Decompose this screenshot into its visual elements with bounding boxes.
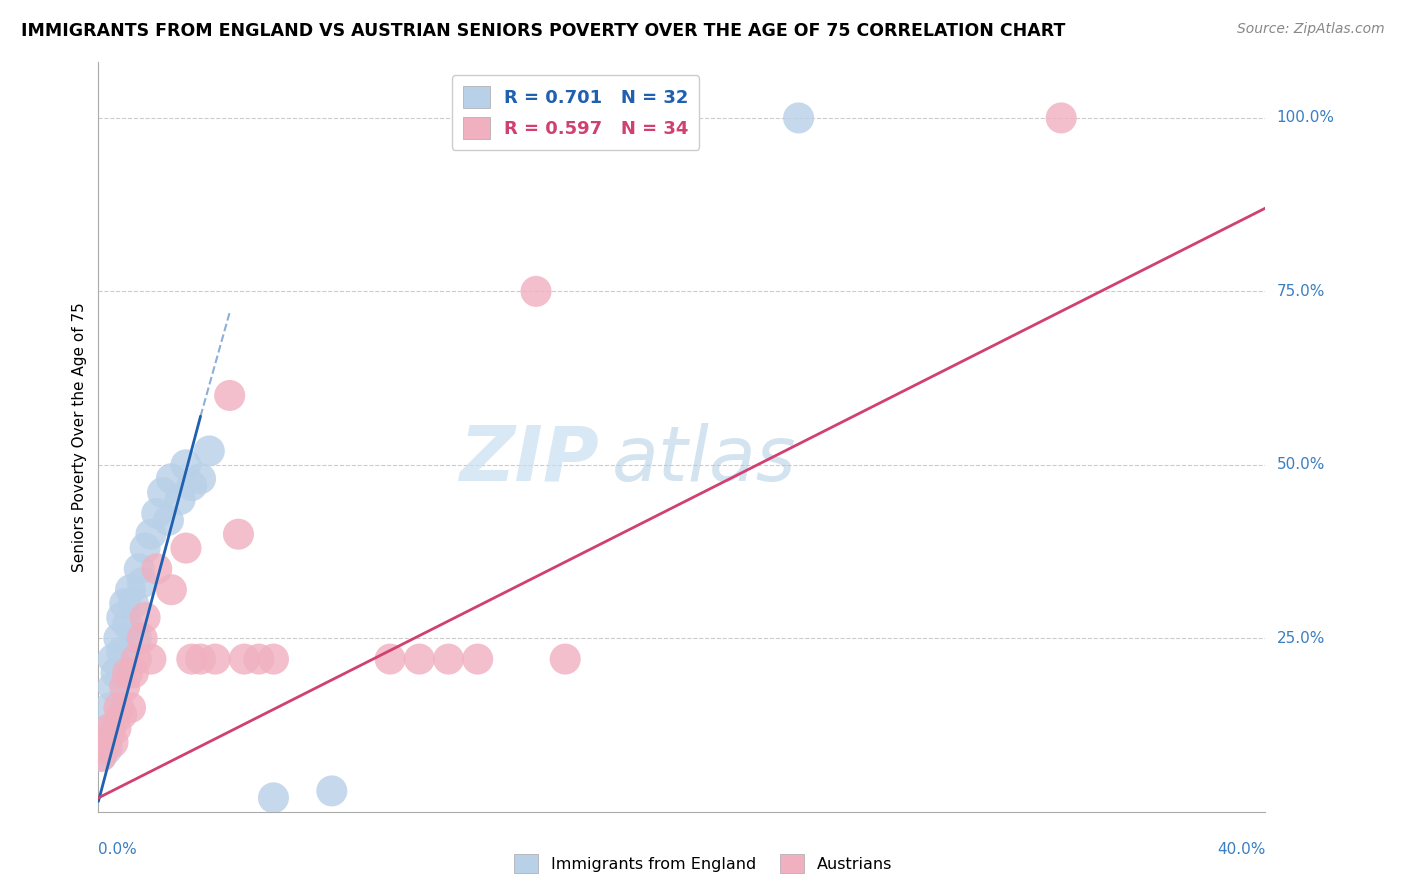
Point — [101, 680, 124, 694]
Point — [120, 700, 142, 714]
Point — [90, 749, 112, 764]
Point — [174, 541, 197, 555]
Point — [122, 665, 145, 680]
Point — [190, 472, 212, 486]
Point — [131, 632, 153, 646]
Point — [180, 652, 202, 666]
Legend: Immigrants from England, Austrians: Immigrants from England, Austrians — [508, 847, 898, 880]
Text: 0.0%: 0.0% — [98, 842, 138, 857]
Point — [101, 652, 124, 666]
Point — [157, 513, 180, 527]
Point — [111, 707, 134, 722]
Y-axis label: Seniors Poverty Over the Age of 75: Seniors Poverty Over the Age of 75 — [72, 302, 87, 572]
Point — [247, 652, 270, 666]
Point — [139, 527, 162, 541]
Point — [134, 541, 156, 555]
Point — [122, 597, 145, 611]
Point — [114, 680, 136, 694]
Point — [204, 652, 226, 666]
Point — [98, 722, 121, 736]
Point — [104, 722, 127, 736]
Point — [125, 632, 148, 646]
Point — [96, 742, 118, 756]
Point — [98, 700, 121, 714]
Point — [160, 472, 183, 486]
Point — [117, 617, 139, 632]
Point — [198, 444, 221, 458]
Point — [146, 562, 169, 576]
Point — [146, 507, 169, 521]
Point — [111, 610, 134, 624]
Point — [169, 492, 191, 507]
Text: ZIP: ZIP — [461, 423, 600, 497]
Point — [93, 735, 115, 749]
Point — [262, 652, 284, 666]
Point — [174, 458, 197, 472]
Point — [93, 742, 115, 756]
Point — [408, 652, 430, 666]
Point — [467, 652, 489, 666]
Text: IMMIGRANTS FROM ENGLAND VS AUSTRIAN SENIORS POVERTY OVER THE AGE OF 75 CORRELATI: IMMIGRANTS FROM ENGLAND VS AUSTRIAN SENI… — [21, 22, 1066, 40]
Point — [98, 722, 121, 736]
Point — [114, 597, 136, 611]
Point — [111, 645, 134, 659]
Text: atlas: atlas — [612, 423, 796, 497]
Point — [160, 582, 183, 597]
Point — [262, 790, 284, 805]
Text: 100.0%: 100.0% — [1277, 111, 1334, 126]
Text: Source: ZipAtlas.com: Source: ZipAtlas.com — [1237, 22, 1385, 37]
Point — [554, 652, 576, 666]
Point — [218, 388, 240, 402]
Legend: R = 0.701   N = 32, R = 0.597   N = 34: R = 0.701 N = 32, R = 0.597 N = 34 — [451, 75, 699, 150]
Point — [101, 735, 124, 749]
Text: 75.0%: 75.0% — [1277, 284, 1324, 299]
Point — [437, 652, 460, 666]
Point — [120, 582, 142, 597]
Point — [380, 652, 402, 666]
Point — [125, 652, 148, 666]
Point — [108, 632, 131, 646]
Point — [180, 478, 202, 492]
Point — [787, 111, 810, 125]
Point — [108, 700, 131, 714]
Point — [117, 665, 139, 680]
Point — [233, 652, 256, 666]
Text: 25.0%: 25.0% — [1277, 631, 1324, 646]
Point — [152, 485, 174, 500]
Text: 50.0%: 50.0% — [1277, 458, 1324, 473]
Point — [139, 652, 162, 666]
Point — [524, 285, 547, 299]
Point — [96, 735, 118, 749]
Point — [321, 784, 343, 798]
Point — [134, 610, 156, 624]
Point — [131, 575, 153, 590]
Text: 40.0%: 40.0% — [1218, 842, 1265, 857]
Point — [128, 562, 150, 576]
Point — [90, 749, 112, 764]
Point — [1050, 111, 1073, 125]
Point — [190, 652, 212, 666]
Point — [228, 527, 250, 541]
Point — [104, 665, 127, 680]
